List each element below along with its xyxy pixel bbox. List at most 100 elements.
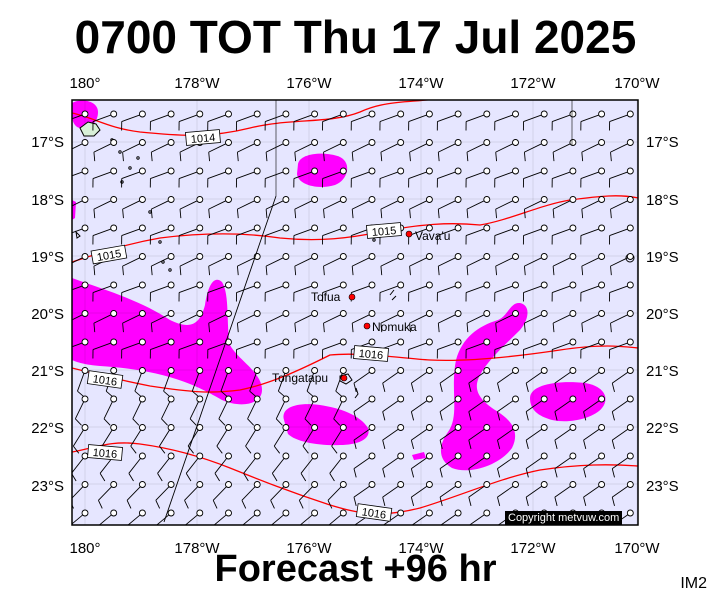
wind-barb [380, 139, 405, 162]
wind-barb [264, 338, 290, 359]
lon-label-bottom: 176°W [286, 540, 332, 557]
lat-label-right: 23°S [646, 478, 679, 495]
wind-barb [245, 424, 261, 454]
island-west-spot [75, 230, 81, 239]
wind-barb [551, 224, 577, 245]
wind-barb [466, 310, 491, 333]
wind-barb [294, 253, 319, 276]
wind-barb [439, 395, 462, 421]
wind-barb [552, 196, 577, 219]
lon-label-top: 180° [69, 75, 100, 92]
wind-barb [436, 338, 462, 359]
wind-barb [218, 395, 232, 426]
wind-barb [525, 424, 548, 449]
wind-barb [353, 424, 376, 449]
wind-barb [436, 281, 462, 302]
isobar-labels: 1014 1015 1015 1016 1016 1016 1016 [86, 129, 402, 522]
wind-barb [178, 110, 204, 131]
image-id: IM2 [680, 575, 707, 592]
wind-barb [408, 110, 433, 131]
wind-barb [264, 167, 290, 188]
place-dot-tofua [348, 293, 356, 301]
wind-barb [161, 395, 175, 426]
wind-barb [243, 452, 261, 482]
wind-barb [554, 424, 577, 449]
wind-barb [409, 139, 433, 162]
wind-barb [72, 196, 89, 207]
copyright-notice: Copyright metvuw.com [505, 511, 623, 525]
wind-barb [208, 196, 232, 219]
wind-barb [72, 481, 89, 509]
wind-barb [271, 452, 290, 482]
wind-barb [220, 367, 232, 398]
wind-barb [523, 196, 548, 219]
wind-barb [609, 281, 634, 302]
wind-barb [411, 509, 433, 525]
wind-barb [410, 481, 433, 506]
wind-barb [353, 481, 376, 506]
wind-barb [208, 139, 232, 162]
wind-barb [264, 224, 290, 245]
wind-barb [551, 167, 577, 188]
wind-barb [495, 139, 519, 162]
wind-barb [583, 424, 606, 449]
wind-barb [235, 224, 261, 245]
wind-barb [350, 110, 376, 131]
wind-barb [212, 481, 232, 509]
wind-barb [382, 481, 405, 506]
wind-barb [410, 367, 433, 392]
place-dot-nomuka [363, 322, 371, 330]
map-inset-line [163, 195, 277, 523]
wind-barb [77, 367, 89, 398]
wind-barb [293, 338, 319, 359]
wind-barb [322, 110, 347, 131]
wind-barb [497, 424, 519, 449]
wind-barb [265, 196, 290, 219]
place-markers: Vava'u Tofua Nomuka Tongatapu [272, 229, 450, 385]
wind-barb [410, 395, 433, 421]
wind-barb [522, 167, 548, 188]
wind-barb [298, 481, 319, 509]
wind-barb [302, 424, 319, 454]
lon-label-top: 178°W [174, 75, 220, 92]
wind-barb [465, 110, 491, 131]
wind-barb [74, 395, 89, 426]
wind-barb [207, 110, 232, 131]
wind-barb [610, 253, 634, 276]
wind-barb [611, 452, 634, 478]
wind-barb [293, 281, 319, 302]
lon-label-top: 172°W [510, 75, 556, 92]
wind-barb [466, 196, 491, 219]
wind-barb [382, 395, 405, 421]
forecast-label: Forecast +96 hr [214, 548, 497, 590]
lon-label-bottom: 178°W [174, 540, 220, 557]
wind-barb [581, 196, 606, 219]
wind-barb [611, 367, 634, 392]
wind-barb [554, 481, 577, 506]
wind-barb [611, 424, 634, 449]
svg-text:1016: 1016 [361, 506, 387, 521]
wind-barb [264, 281, 290, 302]
place-label-nomuka: Nomuka [372, 320, 417, 334]
lat-label-right: 17°S [646, 134, 679, 151]
wind-barb [122, 139, 146, 162]
wind-barb [92, 281, 118, 302]
rain-area-west [72, 278, 262, 405]
wind-barb [380, 310, 405, 333]
wind-barb [351, 196, 376, 219]
wind-barb [350, 167, 376, 188]
wind-barb [468, 424, 491, 449]
wind-barb [72, 139, 89, 150]
wind-barb [249, 367, 261, 398]
place-dot-tongatapu [340, 374, 348, 382]
wind-barb [497, 395, 519, 421]
wind-barb [294, 196, 319, 219]
wind-barb [583, 481, 606, 506]
wind-barb [93, 196, 118, 219]
wind-barb [583, 395, 606, 421]
wind-barb [409, 196, 433, 219]
wind-barb [468, 367, 491, 392]
wind-barb [353, 395, 376, 421]
wind-barb [270, 481, 290, 509]
wind-barb [551, 338, 577, 359]
